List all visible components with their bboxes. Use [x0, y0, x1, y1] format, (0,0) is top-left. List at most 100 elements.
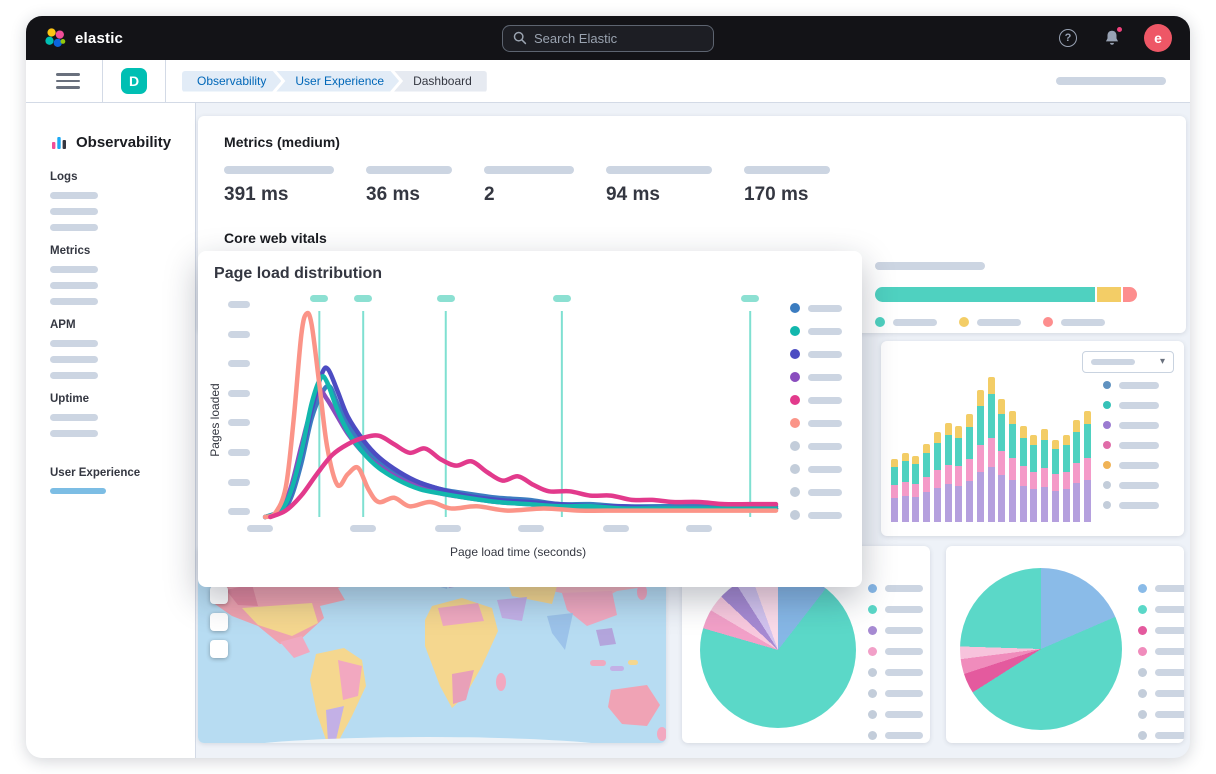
- sidebar-title: Observability: [50, 133, 171, 151]
- legend-item[interactable]: [868, 731, 924, 740]
- bar-segment: [944, 484, 952, 522]
- navbar: D Observability User Experience Dashboar…: [26, 60, 1190, 103]
- bar-segment: [923, 444, 931, 454]
- bar-segment: [1073, 420, 1081, 433]
- legend-item[interactable]: [868, 626, 924, 635]
- bar-segment: [912, 496, 920, 522]
- map-zoom-out-button[interactable]: [210, 613, 229, 631]
- deployment-badge[interactable]: D: [121, 68, 147, 94]
- brand-name: elastic: [75, 29, 124, 47]
- pie-chart: [700, 572, 857, 728]
- legend-item[interactable]: [868, 605, 924, 614]
- bar-segment: [987, 437, 995, 467]
- modal-title: Page load distribution: [214, 265, 383, 282]
- legend-item[interactable]: [1138, 710, 1185, 719]
- map-zoom-in-button[interactable]: [210, 586, 229, 604]
- notifications-button[interactable]: [1100, 26, 1124, 50]
- legend-item[interactable]: [1103, 501, 1160, 509]
- global-search-input[interactable]: Search Elastic: [502, 24, 714, 52]
- legend-item[interactable]: [790, 510, 843, 520]
- legend-item[interactable]: [790, 372, 843, 382]
- bar-segment: [1051, 474, 1059, 491]
- legend-item[interactable]: [790, 326, 843, 336]
- legend-item[interactable]: [1138, 647, 1185, 656]
- legend-item[interactable]: [1103, 461, 1160, 469]
- sidebar-item-uptime[interactable]: Uptime: [50, 393, 171, 467]
- legend-item[interactable]: [790, 487, 843, 497]
- legend-item[interactable]: [868, 668, 924, 677]
- sidebar-item-metrics[interactable]: Metrics: [50, 245, 171, 319]
- legend-item[interactable]: [874, 317, 937, 327]
- user-avatar[interactable]: e: [1144, 24, 1172, 52]
- map-fullscreen-button[interactable]: [210, 640, 229, 658]
- placeholder-line: [50, 266, 98, 273]
- legend-item[interactable]: [790, 418, 843, 428]
- legend-item[interactable]: [958, 317, 1021, 327]
- tick-placeholder: [228, 330, 251, 338]
- tick-placeholder: [228, 389, 251, 397]
- legend-label-placeholder: [1119, 421, 1160, 429]
- legend-dot-icon: [868, 731, 878, 740]
- placeholder-line: [50, 282, 98, 289]
- legend-item[interactable]: [868, 647, 924, 656]
- y-axis-tick-placeholders: [228, 301, 251, 538]
- percentile-marker[interactable]: [552, 295, 571, 302]
- legend-label-placeholder: [808, 465, 843, 473]
- stacked-bar: [1041, 429, 1049, 522]
- bar-segment: [1030, 445, 1038, 472]
- percentile-marker[interactable]: [354, 295, 373, 302]
- legend-item[interactable]: [1103, 421, 1160, 429]
- legend-item[interactable]: [1138, 731, 1185, 740]
- avatar-initial: e: [1154, 30, 1162, 46]
- legend-label-placeholder: [1155, 648, 1185, 655]
- legend-label-placeholder: [885, 648, 924, 655]
- percentile-marker[interactable]: [310, 295, 329, 302]
- x-axis-label: Page load time (seconds): [450, 545, 587, 559]
- home-link[interactable]: elastic: [44, 27, 123, 49]
- percentile-marker[interactable]: [741, 295, 760, 302]
- bar-segment: [944, 423, 952, 435]
- bar-segment: [1019, 485, 1027, 522]
- menu-button[interactable]: [56, 73, 80, 89]
- breadcrumb-user-experience[interactable]: User Experience: [276, 71, 399, 92]
- legend-label-placeholder: [808, 304, 843, 312]
- legend-dot-icon: [1138, 626, 1148, 635]
- legend-item[interactable]: [790, 441, 843, 451]
- legend-item[interactable]: [1138, 584, 1185, 593]
- bar-segment: [1041, 468, 1049, 487]
- legend-item[interactable]: [1103, 481, 1160, 489]
- chart-options-dropdown[interactable]: ▾: [1082, 351, 1175, 373]
- legend-item[interactable]: [1103, 401, 1160, 409]
- legend-item[interactable]: [1138, 689, 1185, 698]
- legend-item[interactable]: [1138, 605, 1185, 614]
- legend-item[interactable]: [790, 395, 843, 405]
- bar-segment: [1030, 488, 1038, 522]
- tick-placeholder: [435, 525, 462, 532]
- sidebar-item-label: User Experience: [50, 467, 141, 479]
- legend-label-placeholder: [808, 373, 843, 381]
- placeholder-line: [50, 356, 98, 363]
- sidebar-item-apm[interactable]: APM: [50, 319, 171, 393]
- legend-item[interactable]: [1138, 626, 1185, 635]
- legend-item[interactable]: [1103, 381, 1160, 389]
- legend-dot-icon: [1103, 481, 1112, 489]
- legend-item[interactable]: [1103, 441, 1160, 449]
- legend-item[interactable]: [868, 689, 924, 698]
- observability-icon: [52, 137, 66, 149]
- sidebar-item-logs[interactable]: Logs: [50, 171, 171, 245]
- legend-dot-icon: [790, 510, 801, 520]
- legend-item[interactable]: [868, 584, 924, 593]
- legend-item[interactable]: [790, 349, 843, 359]
- breadcrumb-observability[interactable]: Observability: [182, 71, 281, 92]
- stacked-bar: [1019, 426, 1027, 522]
- legend-item[interactable]: [868, 710, 924, 719]
- legend-item[interactable]: [790, 464, 843, 474]
- legend-item[interactable]: [1138, 668, 1185, 677]
- legend-item[interactable]: [790, 303, 843, 313]
- help-button[interactable]: ?: [1056, 26, 1080, 50]
- stacked-bar: [1073, 420, 1081, 522]
- sidebar-item-user-experience[interactable]: User Experience: [50, 467, 171, 541]
- legend-item[interactable]: [1042, 317, 1105, 327]
- legend-dot-icon: [1103, 401, 1112, 409]
- percentile-marker[interactable]: [436, 295, 455, 302]
